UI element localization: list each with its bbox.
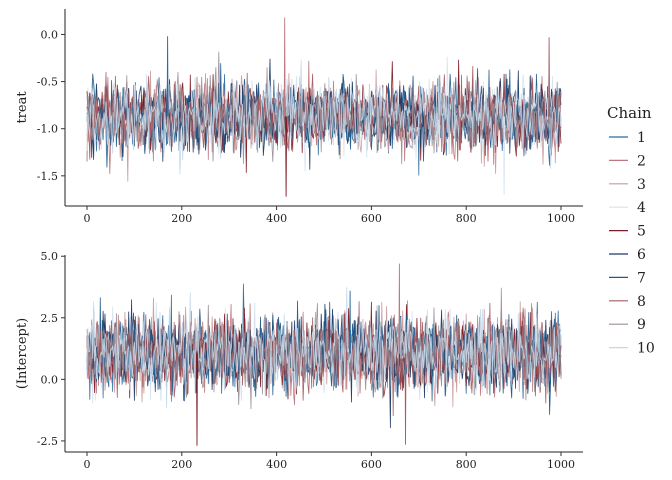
legend-label: 4 <box>637 200 646 216</box>
legend-label: 1 <box>637 130 646 146</box>
trace-spike <box>196 353 198 446</box>
x-tick-label: 0 <box>84 212 91 225</box>
x-tick-label: 600 <box>361 212 382 225</box>
y-tick-label: 0.0 <box>41 28 59 41</box>
legend-label: 2 <box>637 153 646 169</box>
y-tick-label: -2.5 <box>37 435 58 448</box>
legend-label: 7 <box>637 270 646 286</box>
chain-10-trace <box>86 287 562 409</box>
legend-label: 10 <box>637 341 655 357</box>
x-tick-label: 400 <box>266 458 287 471</box>
x-tick-label: 200 <box>171 212 192 225</box>
trace-spike <box>548 37 551 117</box>
trace-spike <box>404 353 407 445</box>
trace-spike <box>166 36 169 117</box>
trace-spike <box>503 116 506 195</box>
legend-item-chain-5: 5 <box>609 224 646 240</box>
chain-10-trace <box>86 60 562 175</box>
trace-lines <box>86 17 562 197</box>
y-tick-label: 5.0 <box>41 250 59 263</box>
legend-label: 3 <box>637 177 646 193</box>
x-tick-label: 800 <box>456 212 477 225</box>
x-tick-label: 600 <box>361 458 382 471</box>
y-tick-label: -1.5 <box>37 170 58 183</box>
legend-title: Chain <box>607 104 652 122</box>
chain-legend: Chain 1 2 3 4 5 6 7 8 9 10 <box>607 104 655 357</box>
y-axis-label: (Intercept) <box>15 318 30 389</box>
legend-item-chain-1: 1 <box>609 130 646 146</box>
legend-item-chain-2: 2 <box>609 153 646 169</box>
legend-item-chain-6: 6 <box>609 247 646 263</box>
panel-1: 0.0 -0.5 -1.0 -1.5 0 200 400 600 800 1000 treat <box>15 9 583 225</box>
legend-item-chain-9: 9 <box>609 317 646 333</box>
trace-spike <box>398 263 401 354</box>
x-tick-label: 1000 <box>547 458 575 471</box>
legend-item-chain-7: 7 <box>609 270 646 286</box>
legend-label: 5 <box>637 224 646 240</box>
legend-item-chain-3: 3 <box>609 177 646 193</box>
legend-label: 9 <box>637 317 646 333</box>
y-axis-label: treat <box>15 91 30 124</box>
x-tick-label: 1000 <box>547 212 575 225</box>
trace-lines <box>86 263 562 446</box>
y-tick-label: -0.5 <box>37 76 58 89</box>
x-tick-label: 0 <box>84 458 91 471</box>
y-tick-label: 2.5 <box>41 312 59 325</box>
legend-label: 8 <box>637 294 646 310</box>
y-tick-label: 0.0 <box>41 373 59 386</box>
trace-spike <box>285 116 288 197</box>
trace-spike <box>283 17 286 117</box>
x-tick-label: 800 <box>456 458 477 471</box>
x-tick-label: 200 <box>171 458 192 471</box>
trace-spike <box>349 290 351 354</box>
y-tick-label: -1.0 <box>37 123 58 136</box>
legend-label: 6 <box>637 247 646 263</box>
panel-2: 5.0 2.5 0.0 -2.5 0 200 400 600 800 1000 (Intercept… <box>15 250 583 471</box>
legend-item-chain-4: 4 <box>609 200 646 216</box>
x-tick-label: 400 <box>266 212 287 225</box>
legend-item-chain-8: 8 <box>609 294 646 310</box>
legend-item-chain-10: 10 <box>609 341 655 357</box>
